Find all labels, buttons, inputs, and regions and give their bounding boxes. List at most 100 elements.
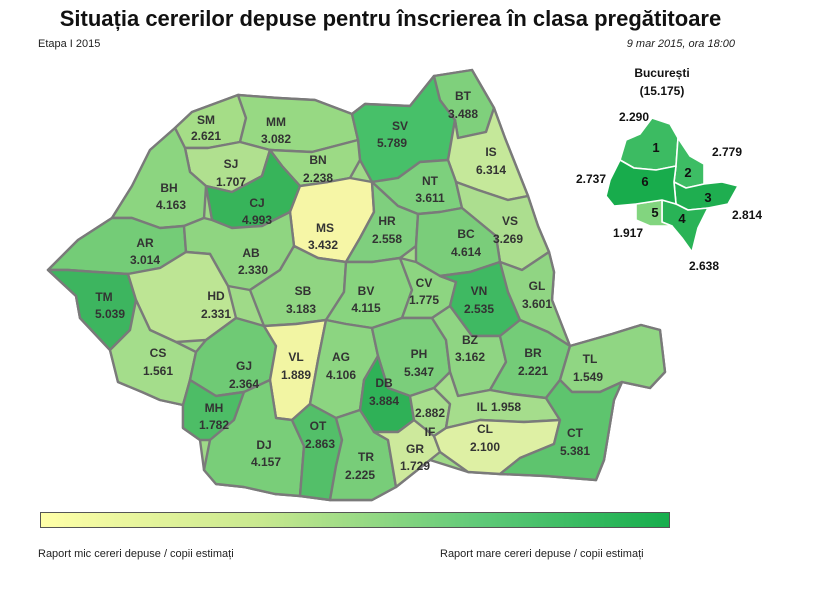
label-VS-code: VS <box>502 214 518 228</box>
bucuresti-name: București <box>634 66 690 80</box>
sector-2[interactable] <box>673 137 705 189</box>
label-BH-code: BH <box>160 181 177 195</box>
label-VN-value: 2.535 <box>464 302 494 316</box>
sector-6-value: 2.737 <box>576 172 606 186</box>
label-TR-value: 2.225 <box>345 468 375 482</box>
label-MS-code: MS <box>316 221 334 235</box>
label-SB-code: SB <box>295 284 312 298</box>
county-CT[interactable] <box>498 378 624 482</box>
label-DB-value: 3.884 <box>369 394 399 408</box>
label-CT-value: 5.381 <box>560 444 590 458</box>
label-BC-code: BC <box>457 227 475 241</box>
label-IF-value: 2.882 <box>415 406 445 420</box>
label-MH-code: MH <box>205 401 224 415</box>
bucuresti-inset: 1 2 3 4 5 6 2.290 2.779 2.814 2.638 1.91… <box>576 110 762 273</box>
label-SB-value: 3.183 <box>286 302 316 316</box>
label-HD-value: 2.331 <box>201 307 231 321</box>
label-GR-value: 1.729 <box>400 459 430 473</box>
label-BN-value: 2.238 <box>303 171 333 185</box>
sector-2-number: 2 <box>684 165 691 180</box>
page-title: Situația cererilor depuse pentru înscrie… <box>59 6 722 31</box>
label-GL-code: GL <box>529 279 546 293</box>
label-CJ-code: CJ <box>249 196 264 210</box>
sector-4-value: 2.638 <box>689 259 719 273</box>
label-TR-code: TR <box>358 450 374 464</box>
sector-2-value: 2.779 <box>712 145 742 159</box>
label-DJ-code: DJ <box>256 438 271 452</box>
sector-5-number: 5 <box>651 205 658 220</box>
bucuresti-total: (15.175) <box>639 84 685 98</box>
label-TL-code: TL <box>583 352 598 366</box>
label-OT-code: OT <box>310 419 327 433</box>
label-BV-code: BV <box>358 284 375 298</box>
label-BR-code: BR <box>524 346 542 360</box>
label-BT-code: BT <box>455 89 472 103</box>
label-CS-code: CS <box>150 346 167 360</box>
stage-label: Etapa I 2015 <box>38 38 101 50</box>
county-GL[interactable] <box>498 250 572 348</box>
label-VL-code: VL <box>288 350 303 364</box>
sector-1-value: 2.290 <box>619 110 649 124</box>
label-BZ-code: BZ <box>462 333 478 347</box>
label-CT-code: CT <box>567 426 584 440</box>
label-AB-value: 2.330 <box>238 263 268 277</box>
label-BZ-value: 3.162 <box>455 350 485 364</box>
label-PH-value: 5.347 <box>404 365 434 379</box>
label-BN-code: BN <box>309 153 326 167</box>
label-HD-code: HD <box>207 289 225 303</box>
label-IL-code: IL <box>477 400 488 414</box>
label-DJ-value: 4.157 <box>251 455 281 469</box>
label-SM-code: SM <box>197 113 215 127</box>
label-CV-code: CV <box>416 276 433 290</box>
label-BR-value: 2.221 <box>518 364 548 378</box>
label-MH-value: 1.782 <box>199 418 229 432</box>
label-MM-value: 3.082 <box>261 132 291 146</box>
label-TM-value: 5.039 <box>95 307 125 321</box>
label-SV-value: 5.789 <box>377 136 407 150</box>
label-AG-value: 4.106 <box>326 368 356 382</box>
label-AR-code: AR <box>136 236 154 250</box>
sector-3-number: 3 <box>704 190 711 205</box>
sector-3-value: 2.814 <box>732 208 762 222</box>
label-MM-code: MM <box>266 115 286 129</box>
label-IS-code: IS <box>485 145 496 159</box>
label-GR-code: GR <box>406 442 424 456</box>
label-VS-value: 3.269 <box>493 232 523 246</box>
label-AB-code: AB <box>242 246 260 260</box>
label-TM-code: TM <box>95 290 112 304</box>
label-SJ-code: SJ <box>224 157 239 171</box>
sector-6[interactable] <box>605 159 677 207</box>
label-VN-code: VN <box>471 284 488 298</box>
label-GJ-code: GJ <box>236 359 252 373</box>
label-PH-code: PH <box>411 347 428 361</box>
county-MM[interactable] <box>236 93 360 154</box>
legend-low-label: Raport mic cereri depuse / copii estimaț… <box>38 548 234 560</box>
label-TL-value: 1.549 <box>573 370 603 384</box>
county-TR[interactable] <box>328 408 398 502</box>
label-AR-value: 3.014 <box>130 253 160 267</box>
label-CV-value: 1.775 <box>409 293 439 307</box>
label-BC-value: 4.614 <box>451 245 481 259</box>
label-OT-value: 2.863 <box>305 437 335 451</box>
bucuresti-title: București (15.175) <box>606 64 718 100</box>
label-GL-value: 3.601 <box>522 297 552 311</box>
label-IL-value: 1.958 <box>491 400 521 414</box>
label-CJ-value: 4.993 <box>242 213 272 227</box>
sector-1-number: 1 <box>652 140 659 155</box>
label-CS-value: 1.561 <box>143 364 173 378</box>
label-IF-code: IF <box>425 425 436 439</box>
label-HR-value: 2.558 <box>372 232 402 246</box>
sector-1[interactable] <box>619 117 679 171</box>
label-SV-code: SV <box>392 119 408 133</box>
label-BT-value: 3.488 <box>448 107 478 121</box>
label-SJ-value: 1.707 <box>216 175 246 189</box>
sector-6-number: 6 <box>641 174 648 189</box>
label-BV-value: 4.115 <box>351 301 381 315</box>
legend-high-label: Raport mare cereri depuse / copii estima… <box>440 548 644 560</box>
date-label: 9 mar 2015, ora 18:00 <box>626 38 735 50</box>
label-MS-value: 3.432 <box>308 238 338 252</box>
sector-5-value: 1.917 <box>613 226 643 240</box>
label-CL-value: 2.100 <box>470 440 500 454</box>
label-IS-value: 6.314 <box>476 163 506 177</box>
label-BH-value: 4.163 <box>156 198 186 212</box>
